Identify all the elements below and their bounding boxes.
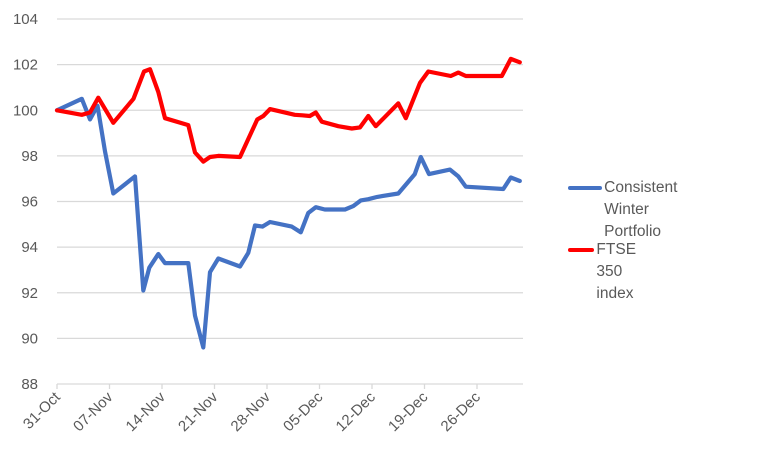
y-tick-label: 102 bbox=[13, 57, 38, 74]
y-tick-label: 88 bbox=[21, 376, 38, 393]
portfolio-line-swatch-icon bbox=[568, 186, 603, 190]
x-axis: 31-Oct 07-Nov 14-Nov 21-Nov 28-Nov 05-Dec 12-D… bbox=[20, 383, 523, 435]
portfolio-series-line bbox=[54, 96, 522, 350]
x-tick-label: 21-Nov bbox=[175, 388, 222, 435]
legend-label-portfolio: Consistent Winter Portfolio bbox=[604, 177, 691, 243]
x-tick-label: 07-Nov bbox=[70, 388, 117, 435]
x-tick-label: 31-Oct bbox=[20, 388, 64, 432]
y-axis-labels: 88 90 92 94 96 98 100 102 104 bbox=[13, 11, 38, 393]
legend-label-line2: Portfolio bbox=[604, 223, 662, 240]
x-tick-label: 12-Dec bbox=[333, 388, 380, 435]
x-tick-label: 28-Nov bbox=[228, 388, 275, 435]
legend-item-ftse: FTSE 350 index bbox=[568, 239, 658, 305]
ftse-series-line bbox=[54, 56, 522, 164]
y-tick-label: 104 bbox=[13, 11, 38, 28]
y-tick-label: 94 bbox=[21, 239, 38, 256]
gridlines bbox=[57, 18, 523, 340]
x-tick-label: 19-Dec bbox=[385, 388, 432, 435]
x-tick-label: 05-Dec bbox=[280, 388, 327, 435]
x-tick-label: 14-Nov bbox=[123, 388, 170, 435]
y-tick-label: 98 bbox=[21, 148, 38, 165]
legend-label-line1: Consistent Winter bbox=[604, 179, 678, 218]
legend-item-portfolio: Consistent Winter Portfolio bbox=[568, 177, 691, 243]
legend-label-ftse: FTSE 350 index bbox=[596, 241, 637, 302]
y-tick-label: 96 bbox=[21, 194, 38, 211]
series-lines bbox=[54, 56, 522, 350]
y-tick-label: 92 bbox=[21, 285, 38, 302]
y-tick-label: 90 bbox=[21, 330, 38, 347]
x-tick-label: 26-Dec bbox=[438, 388, 485, 435]
y-tick-label: 100 bbox=[13, 102, 38, 119]
ftse-line-swatch-icon bbox=[568, 248, 595, 252]
